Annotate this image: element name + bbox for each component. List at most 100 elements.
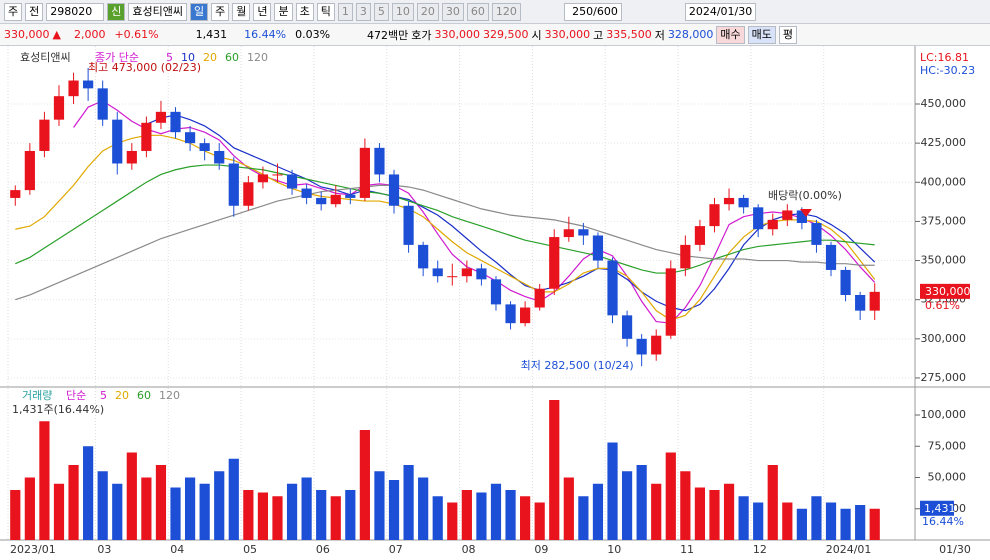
volume-bar	[199, 483, 210, 540]
candle-body	[418, 244, 429, 269]
ma-line	[146, 114, 876, 312]
candle-body	[578, 229, 589, 236]
legend-entry: 5	[166, 51, 173, 64]
candle-body	[388, 174, 400, 206]
volume-bar	[228, 458, 239, 540]
volume-bar	[301, 477, 312, 540]
count-input[interactable]: 250/600	[563, 2, 622, 21]
x-tick-label: 03	[97, 543, 111, 556]
interval-button[interactable]: 분	[274, 2, 293, 21]
toolbar: 주 전 298020 신 효성티앤씨 일 주 월 년 분 초 틱 1 3 5 1…	[0, 0, 990, 24]
volume-bar	[155, 465, 167, 540]
high: 335,500	[606, 28, 652, 41]
candle-body	[840, 269, 851, 295]
candle-body	[520, 307, 531, 324]
lc-label: LC:16.81	[920, 51, 969, 64]
volume-box	[920, 500, 954, 516]
candle-body	[39, 119, 50, 151]
minute-button[interactable]: 3	[355, 2, 371, 21]
candle-body	[403, 205, 414, 245]
date-input[interactable]: 2024/01/30	[684, 2, 757, 21]
period-select[interactable]: 주	[4, 2, 23, 21]
volume-bar	[68, 465, 79, 540]
minute-button[interactable]: 10	[391, 2, 414, 21]
sell-button[interactable]: 매도	[747, 25, 776, 44]
candle-body	[97, 88, 108, 120]
candle-body	[68, 80, 79, 97]
minute-button[interactable]: 60	[466, 2, 489, 21]
y-tick-label: 375,000	[921, 214, 967, 227]
prev-button[interactable]: 전	[25, 2, 44, 21]
candle-body	[709, 204, 720, 227]
minute-button[interactable]: 30	[441, 2, 464, 21]
x-tick-label: 2024/01	[826, 543, 872, 556]
volume-bar	[388, 480, 400, 540]
legend-entry: 5	[100, 389, 107, 402]
volume-bar	[505, 490, 516, 540]
code-input[interactable]: 298020	[46, 2, 105, 21]
amount: 472백만	[367, 28, 409, 42]
candle-body	[228, 163, 239, 206]
label: 시	[531, 28, 542, 42]
candle-body	[738, 197, 749, 208]
volume-bar	[636, 465, 647, 540]
label: 저	[654, 28, 665, 42]
candle-body	[345, 194, 356, 198]
interval-button[interactable]: 월	[232, 2, 251, 21]
volume-bar	[432, 496, 443, 540]
volume-bar	[607, 442, 618, 540]
candle-body	[505, 304, 516, 324]
legend-name: 효성티앤씨	[20, 51, 71, 64]
candle-body	[753, 207, 764, 230]
dividend-marker	[800, 209, 812, 217]
volume-bar	[243, 490, 254, 540]
volume-bar	[840, 508, 851, 540]
candle-body	[316, 197, 327, 205]
buy-button[interactable]: 매수	[716, 25, 745, 44]
legend-entry: 20	[203, 51, 217, 64]
label: 고	[593, 28, 604, 42]
candle-body	[359, 147, 370, 198]
volume-bar	[39, 421, 50, 540]
candle-body	[24, 150, 35, 191]
minute-button[interactable]: 20	[416, 2, 439, 21]
volume-bar	[855, 505, 866, 540]
volume-bar	[709, 490, 720, 540]
interval-button[interactable]: 초	[295, 2, 314, 21]
interval-button[interactable]: 일	[189, 2, 209, 21]
interval-button[interactable]: 주	[211, 2, 230, 21]
volume-bar	[418, 477, 429, 540]
price-box	[920, 283, 970, 299]
volume-bar	[869, 508, 880, 540]
candle-body	[214, 150, 225, 164]
interval-button[interactable]: 년	[253, 2, 272, 21]
volume-bar	[447, 502, 458, 540]
volume-bar	[767, 465, 778, 540]
avg-button[interactable]: 평	[778, 25, 798, 44]
last-change: 0.61%	[925, 299, 960, 312]
minute-button[interactable]: 1	[337, 2, 353, 21]
candle-body	[855, 294, 866, 311]
candle-body	[796, 210, 807, 223]
candle-body	[549, 237, 560, 289]
ask: 330,000	[434, 28, 481, 41]
minute-button[interactable]: 120	[491, 2, 521, 21]
volume-bar	[374, 471, 385, 540]
minute-button[interactable]: 5	[373, 2, 389, 21]
candle-body	[286, 174, 298, 189]
y-tick-label: 275,000	[921, 371, 967, 384]
quote-bar: 330,000 ▲ 2,000 +0.61% 1,431 16.44% 0.03…	[0, 24, 990, 46]
x-tick-label: 11	[680, 543, 694, 556]
candle-body	[170, 111, 181, 133]
candle-body	[432, 268, 443, 277]
volume-bar	[272, 496, 283, 540]
volume-bar	[621, 471, 633, 540]
candle-body	[257, 174, 269, 183]
interval-button[interactable]: 틱	[316, 2, 335, 21]
volume-bar	[753, 502, 764, 540]
candle-body	[184, 132, 196, 144]
volume-bar	[316, 490, 327, 540]
change: 2,000	[73, 28, 106, 41]
x-tick-label: 10	[607, 543, 621, 556]
x-tick-label: 12	[753, 543, 767, 556]
